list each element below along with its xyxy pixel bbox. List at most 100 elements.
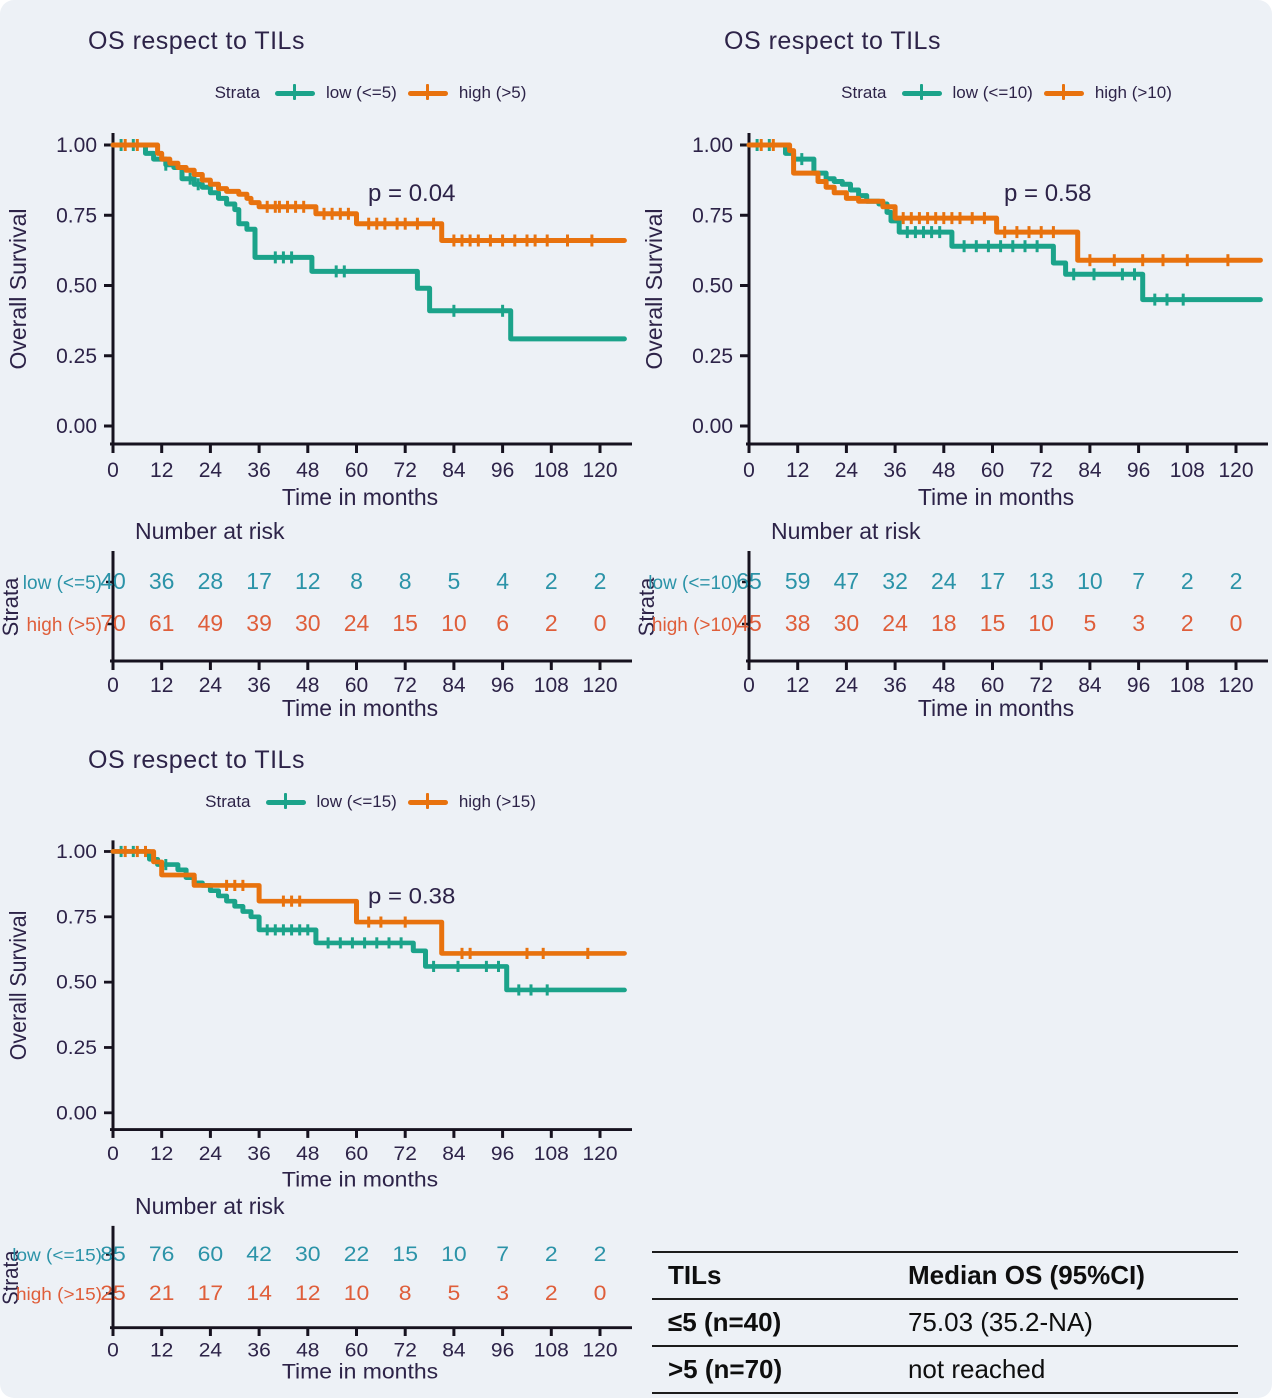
- svg-text:0.50: 0.50: [56, 972, 97, 993]
- km-plot-cutoff15: 0.00 0.25 0.50 0.75 1.00 0 12 24 36 48 60 72 84 96 108…: [5, 840, 632, 1190]
- svg-text:30: 30: [295, 610, 321, 636]
- svg-text:Time in months: Time in months: [282, 695, 438, 721]
- svg-text:0: 0: [1230, 610, 1243, 636]
- chart-title: OS respect to TILs: [88, 27, 305, 55]
- svg-text:17: 17: [980, 568, 1006, 594]
- svg-text:12: 12: [150, 1340, 173, 1361]
- svg-text:36: 36: [247, 1340, 270, 1361]
- svg-text:85: 85: [100, 1242, 126, 1266]
- svg-text:2: 2: [594, 568, 607, 594]
- svg-text:8: 8: [399, 568, 412, 594]
- cell-median-high: not reached: [907, 1354, 1046, 1384]
- svg-text:15: 15: [392, 610, 418, 636]
- svg-text:15: 15: [980, 610, 1006, 636]
- svg-text:10: 10: [344, 1281, 370, 1305]
- svg-text:Time in months: Time in months: [282, 1359, 438, 1383]
- svg-text:24: 24: [882, 610, 908, 636]
- svg-text:84: 84: [1078, 459, 1102, 482]
- svg-text:70: 70: [100, 610, 126, 636]
- svg-text:10: 10: [1077, 568, 1103, 594]
- svg-text:0: 0: [743, 459, 755, 482]
- svg-text:60: 60: [345, 459, 368, 482]
- svg-text:3: 3: [1132, 610, 1145, 636]
- svg-text:76: 76: [149, 1242, 175, 1266]
- svg-text:45: 45: [736, 610, 762, 636]
- svg-text:21: 21: [149, 1281, 175, 1305]
- svg-text:12: 12: [295, 568, 321, 594]
- svg-text:4: 4: [496, 568, 509, 594]
- svg-text:60: 60: [345, 674, 368, 697]
- svg-text:12: 12: [786, 459, 809, 482]
- svg-text:2: 2: [1230, 568, 1243, 594]
- svg-text:48: 48: [296, 1144, 319, 1165]
- svg-text:p = 0.38: p = 0.38: [368, 883, 455, 908]
- svg-text:72: 72: [394, 674, 417, 697]
- svg-text:6: 6: [496, 610, 509, 636]
- legend-key-high-icon: [407, 792, 448, 812]
- svg-text:36: 36: [149, 568, 175, 594]
- chart-title: OS respect to TILs: [724, 27, 941, 55]
- svg-text:60: 60: [981, 674, 1004, 697]
- svg-text:96: 96: [491, 674, 514, 697]
- chart-legend: Strata low (<=15) high (>15): [113, 792, 628, 812]
- svg-text:high (>5): high (>5): [26, 615, 102, 636]
- svg-text:Strata: Strata: [636, 577, 659, 636]
- svg-text:13: 13: [1028, 568, 1054, 594]
- svg-text:12: 12: [150, 1144, 173, 1165]
- svg-text:39: 39: [246, 610, 272, 636]
- svg-text:72: 72: [394, 1144, 417, 1165]
- svg-text:1.00: 1.00: [56, 134, 97, 157]
- svg-text:60: 60: [345, 1340, 368, 1361]
- legend-label-low: low (<=5): [325, 83, 397, 102]
- svg-text:36: 36: [247, 1144, 270, 1165]
- median-os-table: TILs Median OS (95%CI) ≤5 (n=40) 75.03 (…: [652, 1251, 1238, 1394]
- svg-text:0.25: 0.25: [692, 345, 733, 368]
- svg-text:48: 48: [296, 1340, 319, 1361]
- svg-text:2: 2: [1181, 568, 1194, 594]
- svg-text:Strata: Strata: [0, 1250, 23, 1305]
- svg-text:120: 120: [1218, 674, 1253, 697]
- svg-text:0.75: 0.75: [56, 907, 97, 928]
- svg-text:Overall Survival: Overall Survival: [641, 208, 667, 369]
- svg-text:30: 30: [295, 1242, 321, 1266]
- svg-text:0.00: 0.00: [56, 415, 97, 438]
- svg-text:0.50: 0.50: [692, 275, 733, 298]
- svg-text:96: 96: [491, 1340, 514, 1361]
- svg-text:84: 84: [1078, 674, 1102, 697]
- svg-text:24: 24: [835, 459, 859, 482]
- svg-text:48: 48: [932, 459, 955, 482]
- svg-text:120: 120: [582, 674, 617, 697]
- svg-text:30: 30: [834, 610, 860, 636]
- svg-text:0.75: 0.75: [56, 204, 97, 227]
- svg-text:Time in months: Time in months: [918, 695, 1074, 721]
- svg-text:0.25: 0.25: [56, 1038, 97, 1059]
- panel-km-cutoff5: OS respect to TILs Strata low (<=5) high…: [0, 0, 636, 735]
- legend-key-high-icon: [407, 83, 448, 103]
- svg-text:0.75: 0.75: [692, 204, 733, 227]
- svg-text:10: 10: [441, 1242, 467, 1266]
- svg-text:0.50: 0.50: [56, 275, 97, 298]
- svg-text:24: 24: [199, 674, 223, 697]
- svg-text:2: 2: [1181, 610, 1194, 636]
- svg-text:high (>15): high (>15): [16, 1284, 102, 1304]
- svg-text:120: 120: [582, 1144, 617, 1165]
- svg-text:72: 72: [1030, 459, 1053, 482]
- svg-text:Overall Survival: Overall Survival: [5, 208, 31, 369]
- svg-text:96: 96: [491, 459, 514, 482]
- svg-text:36: 36: [883, 674, 906, 697]
- svg-text:10: 10: [441, 610, 467, 636]
- svg-text:0: 0: [107, 674, 119, 697]
- svg-text:0.00: 0.00: [692, 415, 733, 438]
- svg-text:61: 61: [149, 610, 175, 636]
- svg-text:72: 72: [1030, 674, 1053, 697]
- svg-text:108: 108: [1170, 459, 1205, 482]
- svg-text:5: 5: [1084, 610, 1097, 636]
- legend-label-high: high (>10): [1094, 83, 1172, 102]
- svg-text:24: 24: [344, 610, 370, 636]
- legend-key-high-icon: [1043, 83, 1084, 103]
- svg-text:8: 8: [350, 568, 363, 594]
- header-tils: TILs: [668, 1260, 722, 1290]
- svg-text:1.00: 1.00: [692, 134, 733, 157]
- svg-text:15: 15: [392, 1242, 418, 1266]
- svg-text:2: 2: [594, 1242, 607, 1266]
